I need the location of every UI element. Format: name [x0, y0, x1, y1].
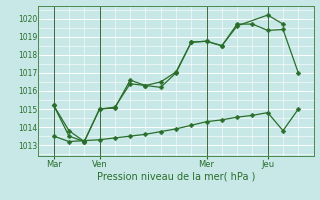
X-axis label: Pression niveau de la mer( hPa ): Pression niveau de la mer( hPa )	[97, 172, 255, 182]
